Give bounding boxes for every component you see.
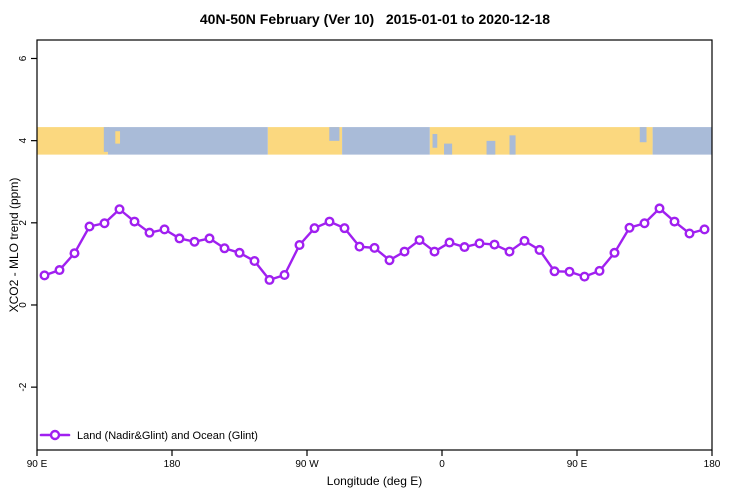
data-point (624, 222, 635, 233)
data-point (594, 265, 605, 276)
map-band-patch-ocean (444, 143, 453, 155)
data-point (279, 269, 290, 280)
y-tick-label: 6 (18, 55, 29, 61)
y-tick-label: 0 (18, 302, 29, 308)
data-point (264, 274, 275, 285)
map-band-patch-ocean (639, 127, 647, 143)
data-point (504, 246, 515, 257)
data-point (159, 224, 170, 235)
data-point (69, 248, 80, 259)
data-point (609, 247, 620, 258)
legend-marker (49, 429, 61, 441)
data-point (564, 266, 575, 277)
legend-label: Land (Nadir&Glint) and Ocean (Glint) (77, 430, 258, 442)
data-point (414, 235, 425, 246)
data-point (699, 224, 710, 235)
plot-area: 90 E 180 90 W 0 90 E 180 6 4 2 0 -2 Land (Nadir&Gli… (18, 39, 721, 470)
data-point (669, 216, 680, 227)
plot-canvas: 90 E 180 90 W 0 90 E 180 6 4 2 0 -2 Land (Nadir&Gli… (18, 39, 721, 470)
map-band-segment-ocean (107, 127, 268, 155)
y-tick-label: 2 (18, 220, 29, 226)
map-band-patch-ocean (103, 127, 110, 152)
data-point (339, 223, 350, 234)
x-tick-label: 180 (164, 459, 181, 470)
data-point (84, 221, 95, 232)
data-point (324, 216, 335, 227)
data-point (144, 227, 155, 238)
map-band-segment-land (37, 127, 108, 155)
data-point (249, 256, 260, 267)
plot-border (36, 39, 713, 451)
data-point (489, 239, 500, 250)
data-point (204, 233, 215, 244)
data-point (444, 237, 455, 248)
data-point (474, 238, 485, 249)
data-point (39, 270, 50, 281)
map-band-patch-land (648, 133, 653, 147)
data-point (369, 242, 380, 253)
data-point (294, 239, 305, 250)
map-band-segment-land (429, 127, 653, 155)
y-axis-label: XCO2 - MLO trend (ppm) (7, 177, 21, 313)
data-point (579, 271, 590, 282)
data-point (654, 203, 665, 214)
map-band-patch-land (115, 131, 121, 144)
data-point (684, 228, 695, 239)
x-axis-label: Longitude (deg E) (326, 474, 423, 488)
x-tick-label: 90 E (567, 459, 588, 470)
chart-title: 40N-50N February (Ver 10) 2015-01-01 to … (199, 11, 551, 27)
x-tick-label: 90 W (295, 459, 319, 470)
map-band-patch-ocean (329, 127, 340, 141)
data-point (219, 243, 230, 254)
data-point (399, 246, 410, 257)
map-band-segment-ocean (342, 127, 430, 155)
data-point (549, 266, 560, 277)
data-point (114, 204, 125, 215)
data-point (354, 241, 365, 252)
data-point (429, 246, 440, 257)
map-band-patch-ocean (432, 133, 438, 148)
data-point (639, 218, 650, 229)
y-tick-label: 4 (18, 137, 29, 143)
x-tick-label: 180 (704, 459, 721, 470)
data-point (99, 218, 110, 229)
data-point (519, 235, 530, 246)
data-point (54, 265, 65, 276)
data-point (189, 236, 200, 247)
map-band-patch-ocean (486, 140, 496, 155)
map-band-patch-ocean (509, 135, 516, 155)
x-tick-label: 0 (439, 459, 445, 470)
data-point (174, 233, 185, 244)
x-tick-label: 90 E (27, 459, 48, 470)
data-point (234, 247, 245, 258)
data-point (459, 242, 470, 253)
data-point (309, 223, 320, 234)
map-band-segment-ocean (652, 127, 712, 155)
data-point (534, 244, 545, 255)
data-point (129, 216, 140, 227)
data-point (384, 255, 395, 266)
y-tick-label: -2 (18, 382, 29, 391)
